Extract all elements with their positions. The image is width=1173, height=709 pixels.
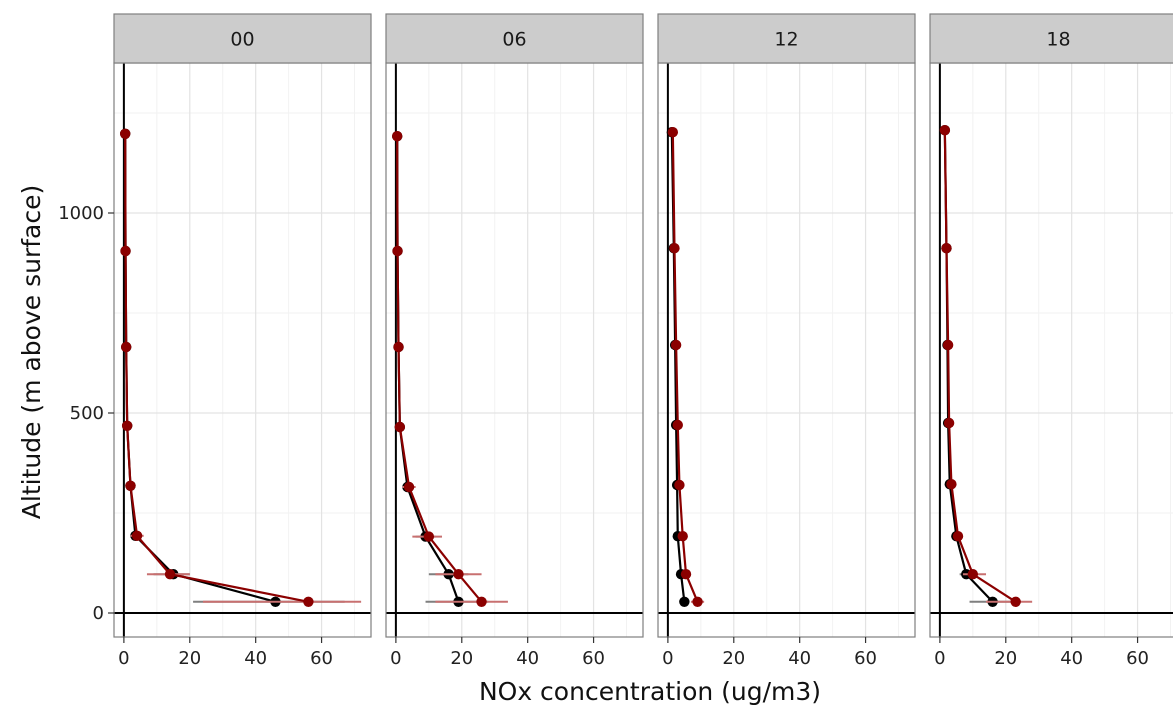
facet-panel-06: 06 0 20 40 60 <box>385 13 644 669</box>
facet-strip <box>385 13 644 64</box>
data-point <box>967 569 979 580</box>
y-axis: 0 500 1000 <box>58 203 114 624</box>
x-tick-label: 40 <box>1060 648 1083 669</box>
data-point <box>120 128 131 139</box>
facet-strip-label: 00 <box>230 29 254 51</box>
panel-background <box>386 63 643 637</box>
facet-strip <box>657 13 916 64</box>
facet-panel-00: 000 20 40 60 <box>113 13 372 669</box>
data-point <box>669 243 680 254</box>
x-tick-label: 0 <box>934 648 945 669</box>
x-tick-label: 40 <box>516 648 539 669</box>
series-line <box>671 132 699 603</box>
x-axis-title: NOx concentration (ug/m3) <box>479 677 821 706</box>
data-point <box>423 531 435 542</box>
data-point <box>125 480 136 491</box>
data-point <box>453 569 464 580</box>
data-point <box>392 245 403 257</box>
x-tick-label: 20 <box>994 648 1017 669</box>
facet-panel-12: 12 0 20 40 60 <box>657 13 916 669</box>
data-point <box>121 420 133 431</box>
data-point <box>939 125 951 136</box>
series-red <box>667 127 705 607</box>
x-tick-label: 60 <box>310 648 333 669</box>
data-point <box>677 531 688 542</box>
x-tick-label: 20 <box>722 648 745 669</box>
data-point <box>393 341 404 353</box>
series-line <box>396 136 483 603</box>
y-tick-label: 1000 <box>58 203 104 224</box>
data-point <box>679 596 690 607</box>
data-point <box>120 245 131 257</box>
x-tick-label: 60 <box>582 648 605 669</box>
data-point <box>394 421 406 433</box>
series-line <box>124 133 309 603</box>
y-axis-title: Altitude (m above surface) <box>17 185 46 519</box>
panel-background <box>930 63 1173 637</box>
data-point <box>392 131 403 142</box>
data-point <box>131 530 143 541</box>
facet-strip <box>113 13 372 64</box>
panel-background <box>658 63 915 637</box>
series-red <box>120 128 362 607</box>
facet-strip-label: 12 <box>774 29 798 51</box>
data-point <box>941 243 952 254</box>
x-tick-label: 0 <box>118 648 129 669</box>
data-point <box>120 341 132 353</box>
x-tick-label: 20 <box>450 648 473 669</box>
y-tick-label: 500 <box>70 403 104 424</box>
data-point <box>303 596 314 607</box>
data-point <box>942 339 954 351</box>
series-red <box>392 131 508 607</box>
x-tick-label: 40 <box>788 648 811 669</box>
data-point <box>670 339 682 351</box>
data-point <box>674 479 685 491</box>
series-line <box>943 130 1017 603</box>
x-tick-label: 0 <box>662 648 673 669</box>
facet-strip <box>929 13 1173 64</box>
facet-strip-label: 18 <box>1046 29 1070 51</box>
x-tick-label: 40 <box>244 648 267 669</box>
data-point <box>692 596 703 607</box>
facet-strip-label: 06 <box>502 29 526 51</box>
data-point <box>672 419 683 431</box>
data-point <box>476 596 487 607</box>
data-point <box>164 569 176 580</box>
x-tick-label: 60 <box>1126 648 1149 669</box>
x-tick-label: 0 <box>390 648 401 669</box>
panel-background <box>114 63 371 637</box>
data-point <box>946 479 957 490</box>
data-point <box>403 481 415 493</box>
data-point <box>943 417 955 429</box>
data-point <box>680 569 692 580</box>
data-point <box>1010 596 1021 607</box>
data-point <box>952 531 964 542</box>
series-red <box>939 125 1033 607</box>
y-tick-label: 0 <box>93 603 104 624</box>
x-tick-label: 60 <box>854 648 877 669</box>
x-tick-label: 20 <box>178 648 201 669</box>
data-point <box>667 127 679 138</box>
facet-panel-18: 18 0 20 40 60 <box>929 13 1173 669</box>
